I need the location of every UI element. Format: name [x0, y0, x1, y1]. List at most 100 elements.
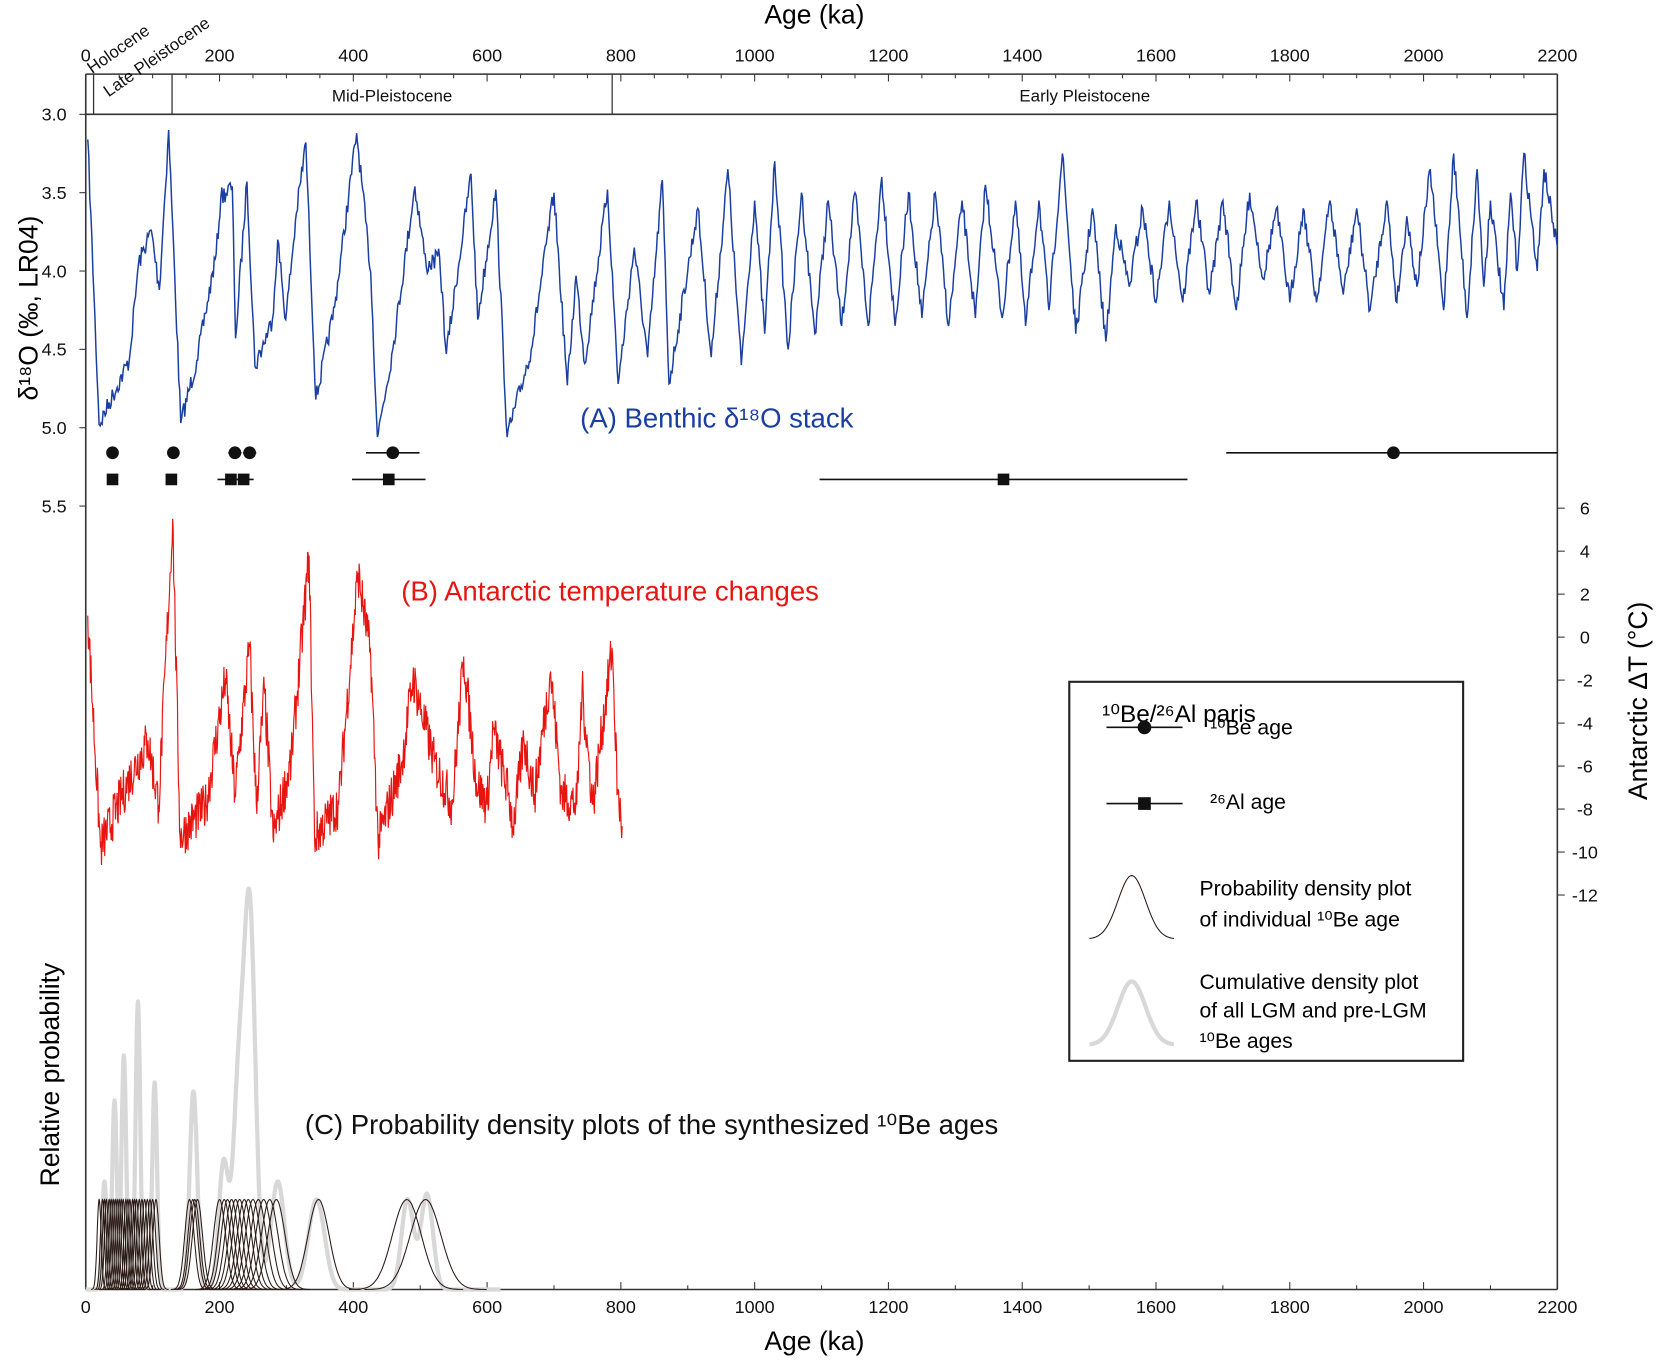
probability-axis-title: Relative probability	[35, 962, 66, 1187]
top-x-axis-title: Age (ka)	[764, 0, 865, 30]
legend-cumulative-symbol	[1089, 979, 1175, 1047]
temperature-tick-label: 4	[1580, 542, 1590, 562]
temperature-tick-label: -10	[1572, 842, 1598, 862]
bottom-x-tick-label: 400	[338, 1297, 368, 1317]
individual-probability-curve	[201, 1198, 253, 1291]
legend-cumulative-label-1: Cumulative density plot	[1199, 970, 1419, 995]
al-age-point	[225, 473, 237, 486]
individual-probability-curve	[199, 1198, 250, 1291]
bottom-x-tick-label: 800	[606, 1297, 636, 1317]
d18o-axis-title: δ¹⁸O (‰, LR04)	[14, 215, 44, 401]
individual-probability-curve	[131, 1198, 153, 1291]
d18o-series-line	[87, 129, 1559, 438]
d18o-tick-label: 4.5	[42, 340, 67, 360]
individual-probability-curve	[364, 1198, 487, 1291]
individual-probability-curve	[105, 1198, 122, 1291]
temperature-series-line	[87, 518, 623, 865]
individual-probability-curve	[211, 1198, 267, 1291]
temperature-tick-label: -8	[1577, 799, 1593, 819]
al-age-point	[106, 473, 119, 486]
individual-probability-curve	[195, 1198, 244, 1291]
bottom-x-tick-label: 1600	[1136, 1297, 1176, 1317]
temperature-tick-label: 0	[1580, 627, 1590, 647]
top-x-tick-label: 600	[472, 45, 502, 65]
temperature-tick-label: 2	[1580, 584, 1590, 604]
legend-pdp-label-2: of individual ¹⁰Be age	[1199, 908, 1400, 932]
al-age-point	[382, 473, 395, 486]
al-age-point	[237, 473, 250, 486]
bottom-x-tick-label: 600	[472, 1297, 502, 1317]
legend-cumulative-label-2: of all LGM and pre-LGM	[1199, 999, 1427, 1023]
top-x-tick-label: 400	[338, 45, 368, 65]
individual-probability-curve	[205, 1198, 258, 1291]
bottom-x-tick-label: 2200	[1537, 1297, 1577, 1317]
individual-probability-curve	[138, 1198, 162, 1291]
individual-probability-curve	[173, 1198, 213, 1291]
d18o-tick-label: 3.5	[42, 183, 67, 203]
top-x-tick-label: 2000	[1404, 45, 1444, 65]
d18o-tick-label: 5.5	[42, 496, 67, 516]
temperature-tick-label: -6	[1577, 756, 1593, 776]
bottom-x-tick-label: 1800	[1270, 1297, 1310, 1317]
be-age-point	[106, 446, 119, 460]
individual-probability-curve	[208, 1198, 262, 1291]
epoch-label: Mid-Pleistocene	[332, 87, 452, 106]
top-x-tick-label: 800	[606, 45, 636, 65]
bottom-x-tick-label: 2000	[1404, 1297, 1444, 1317]
individual-probability-curve	[170, 1198, 209, 1291]
legend: ¹⁰Be/²⁶Al paris ¹⁰Be age ²⁶Al age Probab…	[1068, 680, 1465, 1062]
epoch-label: Early Pleistocene	[1019, 87, 1150, 106]
top-x-tick-label: 0	[81, 45, 91, 65]
bottom-x-tick-label: 0	[81, 1297, 91, 1317]
legend-be-label: ¹⁰Be age	[1210, 716, 1293, 741]
panel-a-label: (A) Benthic δ¹⁸O stack	[580, 402, 854, 435]
panel-c-label: (C) Probability density plots of the syn…	[304, 1108, 999, 1141]
al-age-point	[997, 473, 1010, 486]
individual-probability-curve	[219, 1198, 277, 1291]
individual-probability-curve	[101, 1198, 118, 1291]
legend-title: ¹⁰Be/²⁶Al paris	[1102, 699, 1256, 728]
legend-al-label: ²⁶Al age	[1210, 790, 1286, 815]
temperature-tick-label: 6	[1580, 499, 1590, 519]
cumulative-density-curve	[83, 886, 503, 1292]
individual-probability-curve	[117, 1198, 134, 1291]
individual-probability-curve	[231, 1198, 296, 1291]
individual-probability-curve	[134, 1198, 156, 1291]
individual-probability-curve	[143, 1198, 169, 1291]
legend-cumulative-label-3: ¹⁰Be ages	[1199, 1030, 1293, 1054]
individual-probability-curve	[222, 1198, 284, 1291]
individual-probability-curve	[242, 1198, 310, 1291]
bottom-x-tick-label: 1400	[1002, 1297, 1042, 1317]
top-x-tick-label: 1000	[735, 45, 775, 65]
panel-b-label: (B) Antarctic temperature changes	[401, 574, 819, 607]
bottom-x-axis-title: Age (ka)	[764, 1326, 865, 1357]
bottom-x-tick-label: 1000	[735, 1297, 775, 1317]
temperature-tick-label: -2	[1577, 670, 1593, 690]
d18o-tick-label: 3.0	[42, 105, 67, 125]
top-x-tick-label: 1400	[1002, 45, 1042, 65]
individual-probability-curve	[227, 1198, 289, 1291]
d18o-tick-label: 4.0	[42, 261, 67, 281]
top-x-tick-label: 2200	[1537, 45, 1577, 65]
legend-pdp-symbol	[1089, 875, 1175, 940]
temperature-axis-title: Antarctic ΔT (°C)	[1623, 601, 1654, 801]
legend-al-symbol	[1106, 797, 1183, 810]
bottom-x-tick-label: 200	[205, 1297, 235, 1317]
be-age-point	[1387, 446, 1400, 460]
individual-probability-curve	[124, 1198, 142, 1291]
al-age-point	[165, 473, 178, 486]
top-x-tick-label: 200	[205, 45, 235, 65]
temperature-tick-label: -4	[1577, 713, 1593, 733]
legend-be-symbol	[1106, 720, 1183, 735]
be-age-point	[228, 446, 242, 460]
top-x-tick-label: 1200	[868, 45, 908, 65]
individual-probability-curve	[215, 1198, 273, 1291]
temperature-tick-label: -12	[1572, 885, 1598, 905]
individual-probability-curve	[136, 1198, 159, 1291]
be-age-point	[243, 446, 256, 460]
top-x-tick-label: 1600	[1136, 45, 1176, 65]
d18o-tick-label: 5.0	[42, 418, 67, 438]
be-age-point	[167, 446, 180, 460]
